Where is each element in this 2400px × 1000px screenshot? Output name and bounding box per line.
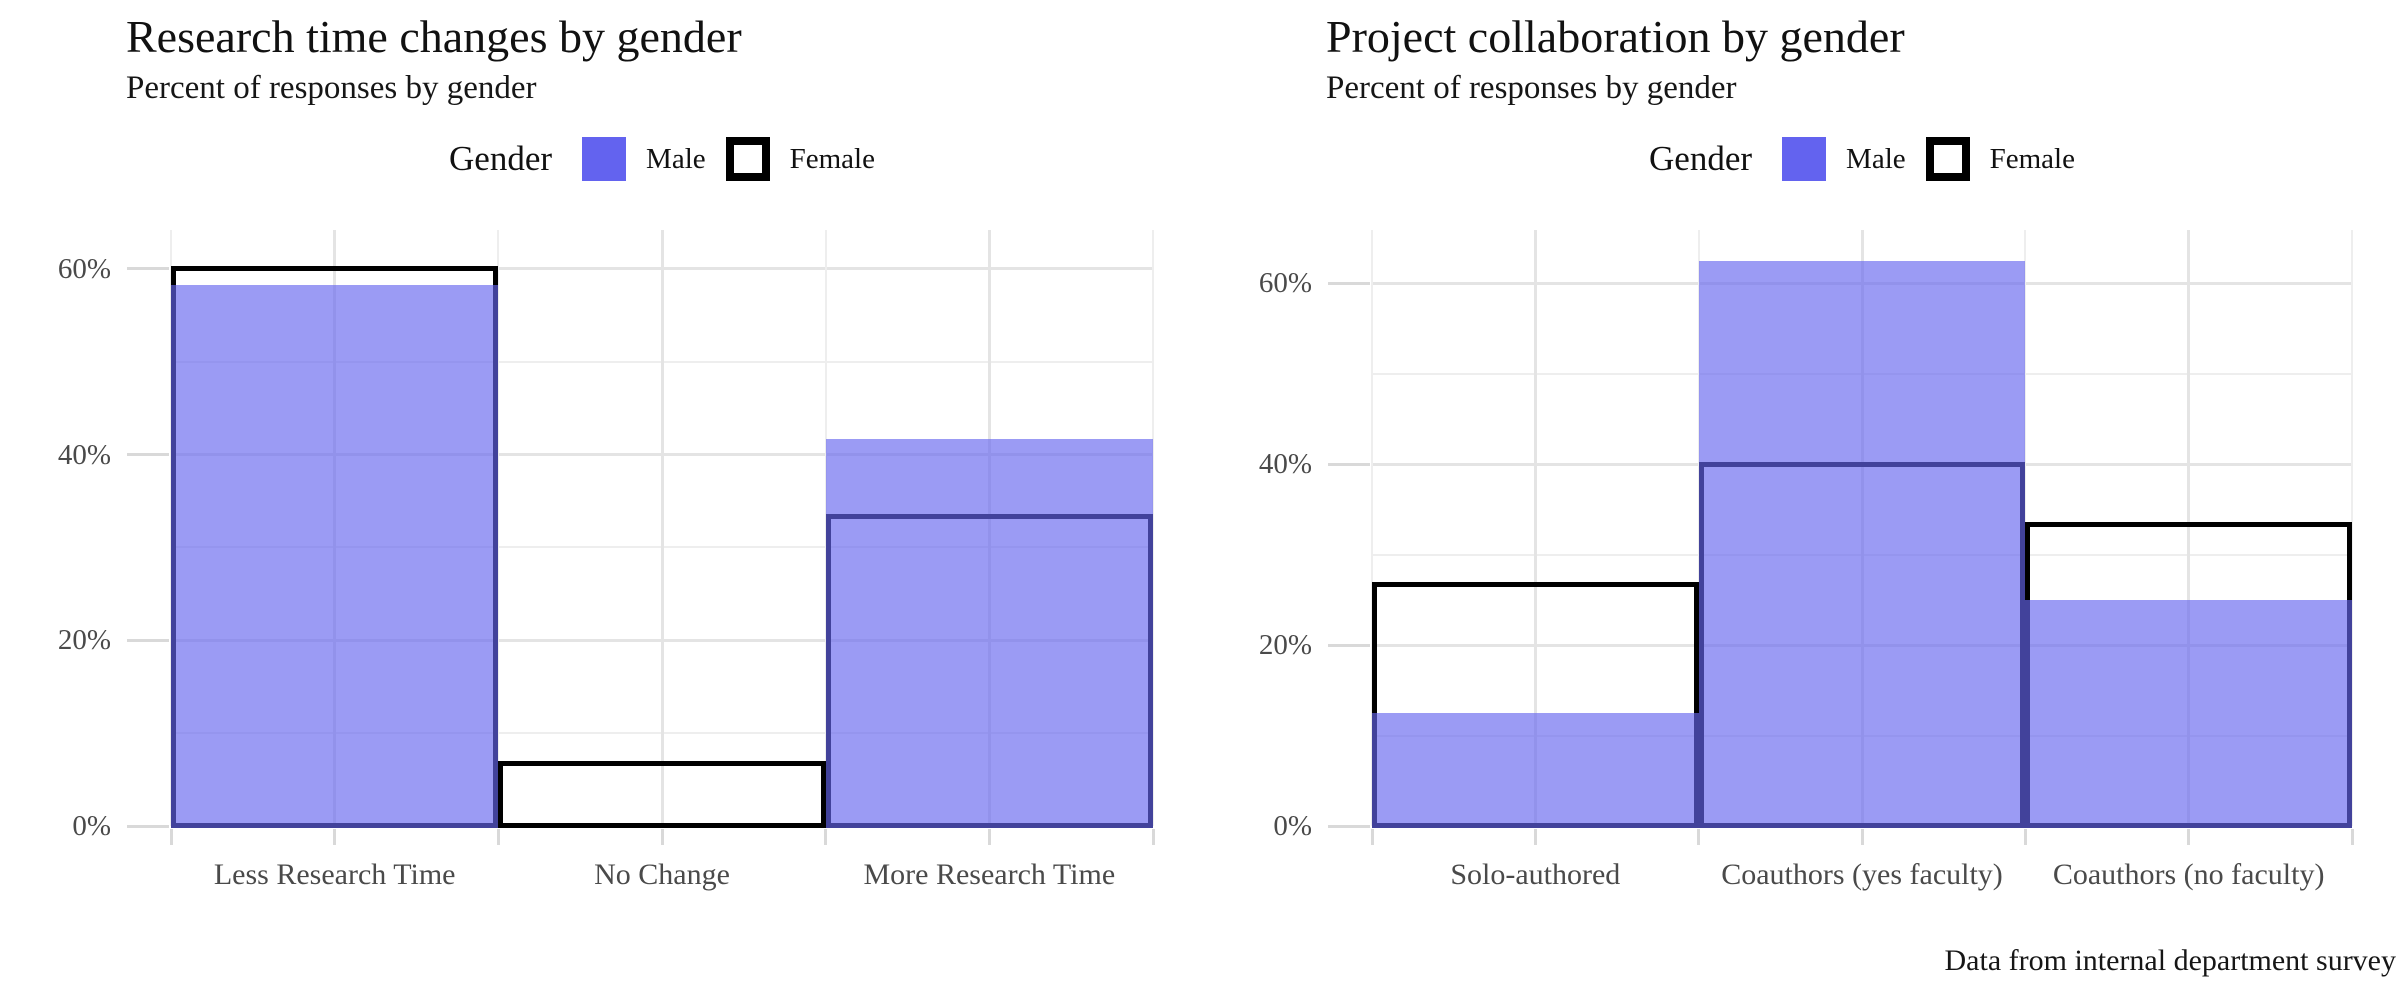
bar-male [1698,260,2026,829]
gridline-h-minor [171,732,1153,735]
y-tick [127,824,169,828]
x-tick [1697,829,1701,845]
bar-male [1372,712,1699,829]
gridline-v-minor [1152,230,1154,826]
gridline-v-major [660,230,664,826]
gridline-h-major [171,267,1153,271]
chart-title: Project collaboration by gender [1326,11,1905,62]
legend-female-swatch-icon [725,137,770,181]
bar-female [1372,582,1699,829]
y-tick [127,453,169,457]
y-tick [1328,824,1370,828]
gridline-h-major [1372,824,2352,828]
x-axis-label: Coauthors (yes faculty) [1721,858,2003,891]
legend-female-swatch-icon [1925,137,1970,181]
x-tick [1370,829,1374,845]
y-tick [1328,281,1370,285]
x-tick [1533,829,1537,845]
gridline-v-minor [2024,230,2027,826]
x-tick [660,829,664,845]
y-tick-label: 20% [57,624,111,657]
chart-project-collaboration: Project collaboration by gender Percent … [1200,0,2400,1000]
bar-female [498,761,826,829]
bar-male [825,438,1153,829]
bar-female [171,266,499,829]
y-tick-label: 0% [72,810,111,842]
legend-male-swatch-icon [582,137,627,181]
y-tick [1328,462,1370,466]
gridline-v-minor [170,230,172,826]
legend-male-label: Male [646,142,706,175]
figure-caption: Data from internal department survey [1944,944,2397,977]
x-axis-label: No Change [594,858,730,891]
legend-female-label: Female [789,142,875,175]
legend-male-label: Male [1846,142,1906,175]
gridline-v-major [1860,230,1864,826]
x-tick [169,829,173,845]
gridline-h-major [1372,281,2352,285]
bar-female [825,514,1153,829]
gridline-v-minor [1371,230,1373,826]
x-tick [824,829,828,845]
y-tick-label: 40% [57,438,111,471]
gridline-v-minor [1697,230,1700,826]
legend: Gender Male Female [171,134,1153,184]
y-tick [127,267,169,271]
bar-female [2025,522,2352,829]
x-tick [2350,829,2354,845]
gridline-h-minor [1372,372,2352,375]
chart-subtitle: Percent of responses by gender [1326,70,1737,106]
x-tick [2023,829,2027,845]
gridline-h-minor [1372,734,2352,737]
x-tick [987,829,991,845]
x-tick [333,829,337,845]
x-tick [1860,829,1864,845]
gridline-v-minor [497,230,500,826]
gridline-v-major [2187,230,2191,826]
chart-title: Research time changes by gender [126,11,742,62]
bar-male [2025,599,2352,829]
gridline-h-minor [171,360,1153,363]
gridline-v-major [333,230,337,826]
legend-title: Gender [1649,139,1753,178]
bar-male [171,284,499,829]
gridline-v-minor [824,230,827,826]
chart-research-time-changes: Research time changes by gender Percent … [57,11,1155,891]
x-tick [496,829,500,845]
gridline-v-major [987,230,991,826]
gridline-h-major [1372,462,2352,466]
gridline-v-minor [2351,230,2353,826]
gridline-h-major [1372,643,2352,647]
gridline-v-major [1533,230,1537,826]
bar-female [1698,461,2026,829]
x-axis-label: Solo-authored [1450,858,1621,891]
gridline-h-major [171,638,1153,642]
x-axis-label: Less Research Time [213,858,456,891]
y-tick-label: 60% [57,252,111,285]
legend-female-label: Female [1989,142,2075,175]
x-tick [1151,829,1155,845]
x-tick [2187,829,2191,845]
gridline-h-minor [1372,553,2352,556]
y-tick [127,638,169,642]
x-axis-label: Coauthors (no faculty) [2052,858,2325,891]
legend-male-swatch-icon [1782,137,1827,181]
legend: Gender Male Female [1372,134,2352,184]
gridline-h-major [171,824,1153,828]
y-tick [1328,643,1370,647]
legend-title: Gender [449,139,553,178]
gridline-h-minor [171,546,1153,549]
gridline-h-major [171,453,1153,457]
chart-subtitle: Percent of responses by gender [126,70,537,106]
